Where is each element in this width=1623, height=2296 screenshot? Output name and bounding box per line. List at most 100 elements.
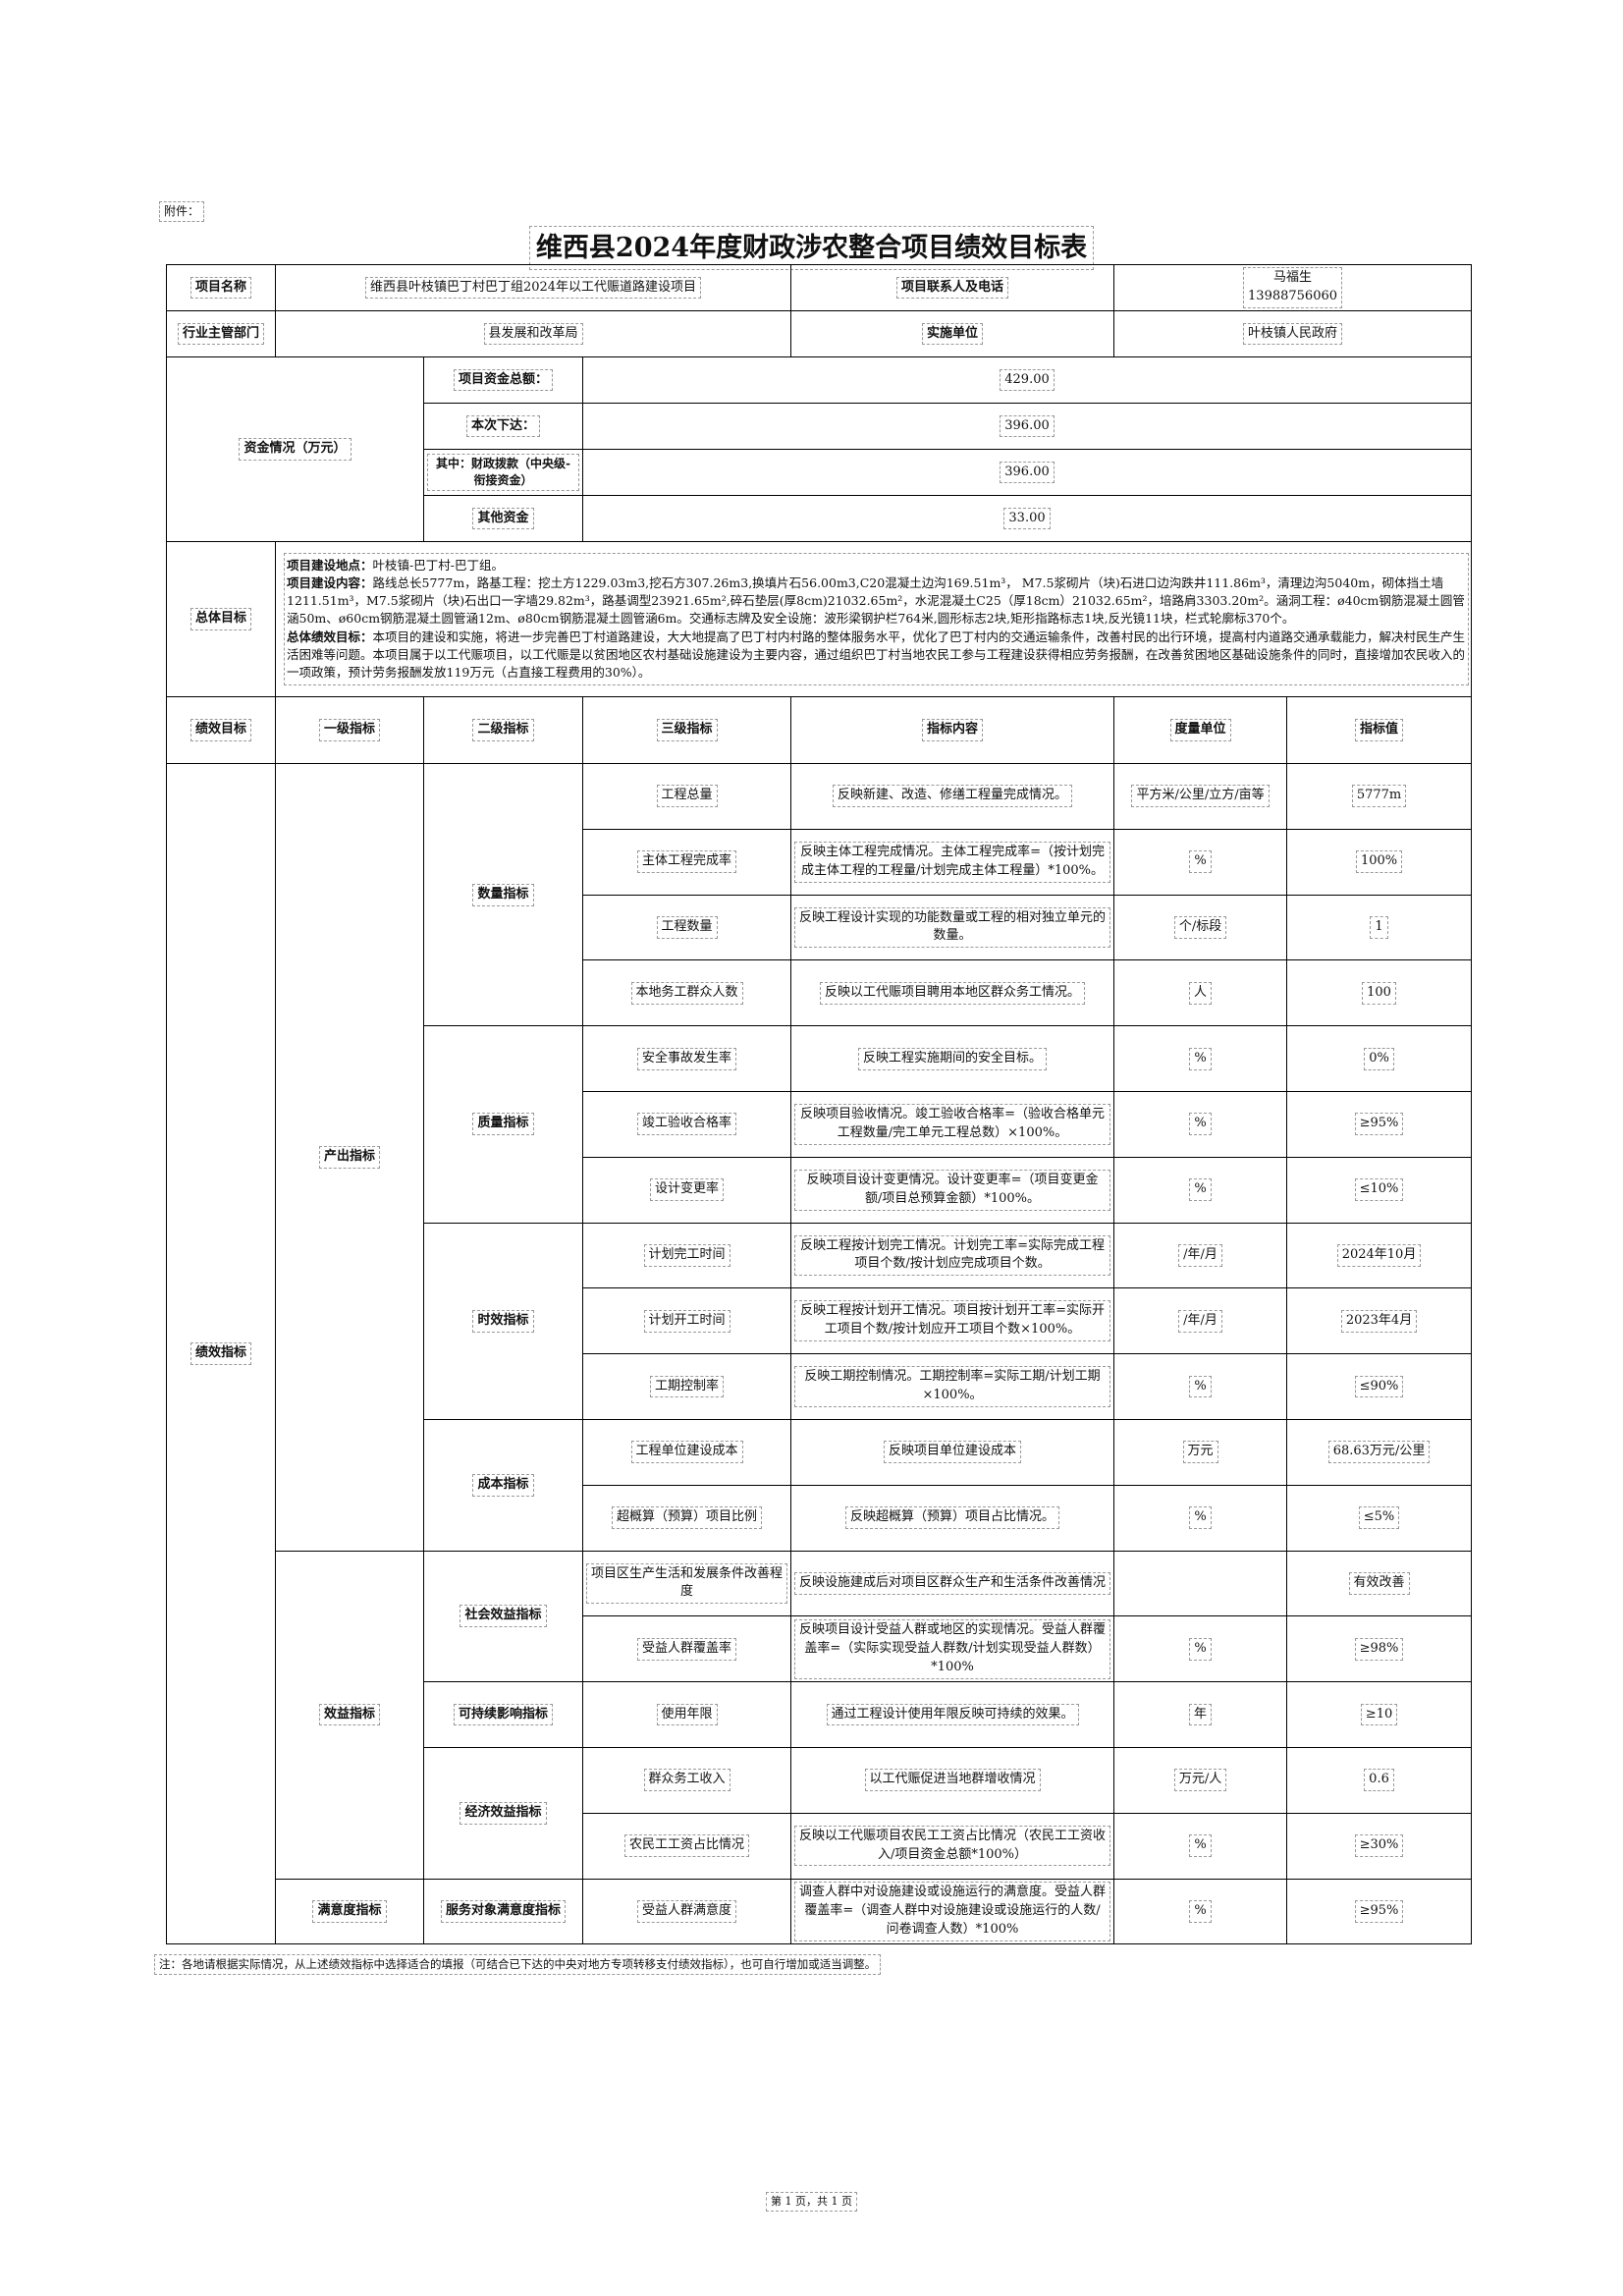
indicator-row: 工程数量 反映工程设计实现的功能数量或工程的相对独立单元的数量。 个/标段 1 (167, 894, 1473, 961)
indicator-value: 0% (1286, 1025, 1473, 1092)
indicator-unit: % (1113, 1156, 1288, 1224)
indicator-content: 以工代赈促进当地群增收情况 (790, 1746, 1115, 1814)
indicator-row: 农民工工资占比情况 反映以工代赈项目农民工工资占比情况（农民工工资收入/项目资金总… (167, 1812, 1473, 1880)
indicator-content: 通过工程设计使用年限反映可持续的效果。 (790, 1681, 1115, 1748)
attachment-label: 附件： (159, 201, 205, 223)
indicator-value: ≤90% (1286, 1353, 1473, 1420)
level3-indicator: 受益人群满意度 (581, 1878, 792, 1945)
funds-other-label: 其他资金 (423, 495, 583, 542)
funds-total-label: 项目资金总额： (423, 356, 583, 404)
indicator-content: 反映项目设计变更情况。设计变更率=（项目变更金额/项目总预算金额）*100%。 (790, 1156, 1115, 1224)
indicator-content: 反映以工代赈项目聘用本地区群众务工情况。 (790, 959, 1115, 1027)
indicator-value: ≥10 (1286, 1681, 1473, 1748)
indicator-content: 反映超概算（预算）项目占比情况。 (790, 1484, 1115, 1552)
level3-indicator: 主体工程完成率 (581, 828, 792, 896)
indicator-value: ≤10% (1286, 1156, 1473, 1224)
indicator-content: 调查人群中对设施建设或设施运行的满意度。受益人群覆盖率=（调查人群中对设施建设或… (790, 1878, 1115, 1945)
column-header: 指标内容 (790, 696, 1115, 764)
header-row: 绩效目标 一级指标 二级指标 三级指标 指标内容 度量单位 指标值 (166, 696, 1473, 764)
column-header: 一级指标 (275, 696, 424, 764)
dept-row: 行业主管部门 县发展和改革局 实施单位 叶枝镇人民政府 (166, 310, 1473, 357)
indicator-row: 受益人群覆盖率 反映项目设计受益人群或地区的实现情况。受益人群覆盖率=（实际实现受… (167, 1615, 1473, 1683)
footnote: 注：各地请根据实际情况，从上述绩效指标中选择适合的填报（可结合已下达的中央对地方… (154, 1954, 882, 1975)
indicator-row: 质量指标 安全事故发生率 反映工程实施期间的安全目标。% 0% (167, 1025, 1473, 1224)
indicator-content: 反映项目验收情况。竣工验收合格率=（验收合格单元工程数量/完工单元工程总数）×1… (790, 1090, 1115, 1158)
indicator-unit: % (1113, 1090, 1288, 1158)
indicator-unit: % (1113, 1353, 1288, 1420)
indicator-content: 反映工程实施期间的安全目标。 (790, 1025, 1115, 1092)
level2-indicator: 社会效益指标 (423, 1550, 583, 1683)
level3-indicator: 受益人群覆盖率 (581, 1615, 792, 1683)
level2-indicator: 质量指标 (423, 1025, 583, 1224)
funds-row: 其他资金 33.00 (167, 495, 1473, 542)
level3-indicator: 项目区生产生活和发展条件改善程度 (581, 1550, 792, 1617)
indicator-unit (1113, 1550, 1288, 1617)
goal-text: 项目建设地点：叶枝镇-巴丁村-巴丁组。 项目建设内容：路线总长5777m，路基工… (274, 541, 1473, 697)
indicator-unit: /年/月 (1113, 1287, 1288, 1355)
indicator-content: 反映项目设计受益人群或地区的实现情况。受益人群覆盖率=（实际实现受益人群数/计划… (790, 1615, 1115, 1683)
funds-other-value: 33.00 (581, 495, 1473, 542)
level2-indicator: 经济效益指标 (423, 1746, 583, 1880)
indicator-unit: % (1113, 1812, 1288, 1880)
indicator-row: 时效指标 计划完工时间 反映工程按计划完工情况。计划完工率=实际完成工程项目个数/按… (167, 1222, 1473, 1420)
indicator-row: 效益指标 社会效益指标 项目区生产生活和发展条件改善程度 反映设施建成后对项目区群众生… (167, 1550, 1473, 1880)
contact-label: 项目联系人及电话 (790, 264, 1115, 311)
indicator-unit: % (1113, 1025, 1288, 1092)
indicator-unit: 年 (1113, 1681, 1288, 1748)
column-header: 指标值 (1286, 696, 1473, 764)
indicator-row: 绩效指标 产出指标 数量指标 工程总量 反映新建、改造、修缮工程量完成情况。 平方米/公里… (166, 762, 1473, 1945)
indicator-unit: % (1113, 1878, 1288, 1945)
indicator-content: 反映工期控制情况。工期控制率=实际工期/计划工期×100%。 (790, 1353, 1115, 1420)
dept-label: 行业主管部门 (166, 310, 276, 357)
indicator-unit: % (1113, 1484, 1288, 1552)
indicator-row: 超概算（预算）项目比例 反映超概算（预算）项目占比情况。% ≤5% (167, 1484, 1473, 1552)
funds-issued-label: 本次下达： (423, 403, 583, 450)
indicator-value: 100% (1286, 828, 1473, 896)
contact-value: 马福生 13988756060 (1113, 264, 1473, 311)
indicator-unit: 人 (1113, 959, 1288, 1027)
indicator-content: 反映设施建成后对项目区群众生产和生活条件改善情况 (790, 1550, 1115, 1617)
level3-indicator: 安全事故发生率 (581, 1025, 792, 1092)
level1-indicator: 产出指标 (275, 763, 424, 1552)
indicator-content: 反映工程按计划开工情况。项目按计划开工率=实际开工项目个数/按计划应开工项目个数… (790, 1287, 1115, 1355)
indicator-content: 反映工程设计实现的功能数量或工程的相对独立单元的数量。 (790, 894, 1115, 961)
indicator-value: 2024年10月 (1286, 1222, 1473, 1289)
level1-indicator: 满意度指标 (275, 1878, 424, 1945)
page-number: 第 1 页，共 1 页 (0, 2192, 1623, 2212)
funds-fiscal-label: 其中：财政拨款（中央级-衔接资金） (423, 449, 583, 496)
indicator-unit: % (1113, 828, 1288, 896)
level3-indicator: 超概算（预算）项目比例 (581, 1484, 792, 1552)
indicator-content: 反映工程按计划完工情况。计划完工率=实际完成工程项目个数/按计划应完成项目个数。 (790, 1222, 1115, 1289)
indicator-value: 68.63万元/公里 (1286, 1418, 1473, 1486)
level1-indicator: 效益指标 (275, 1550, 424, 1880)
level3-indicator: 设计变更率 (581, 1156, 792, 1224)
indicator-row: 经济效益指标 群众务工收入 以工代赈促进当地群增收情况 万元/人 0.6 (167, 1746, 1473, 1880)
indicator-unit: 个/标段 (1113, 894, 1288, 961)
indicator-unit: % (1113, 1615, 1288, 1683)
indicator-content: 反映项目单位建设成本 (790, 1418, 1115, 1486)
goal-row: 总体目标 项目建设地点：叶枝镇-巴丁村-巴丁组。 项目建设内容：路线总长5777… (166, 541, 1473, 697)
indicator-value: ≥95% (1286, 1878, 1473, 1945)
indicator-value: ≤5% (1286, 1484, 1473, 1552)
impl-value: 叶枝镇人民政府 (1113, 310, 1473, 357)
indicator-content: 反映以工代赈项目农民工工资占比情况（农民工工资收入/项目资金总额*100%） (790, 1812, 1115, 1880)
indicator-row: 设计变更率 反映项目设计变更情况。设计变更率=（项目变更金额/项目总预算金额）*1… (167, 1156, 1473, 1224)
indicator-value: 100 (1286, 959, 1473, 1027)
project-name-label: 项目名称 (166, 264, 276, 311)
indicator-value: 5777m (1286, 763, 1473, 830)
project-name-value: 维西县叶枝镇巴丁村巴丁组2024年以工代赈道路建设项目 (274, 264, 792, 311)
funds-issued-value: 396.00 (581, 403, 1473, 450)
column-header: 三级指标 (581, 696, 792, 764)
column-header: 度量单位 (1113, 696, 1288, 764)
indicator-content: 反映新建、改造、修缮工程量完成情况。 (790, 763, 1115, 830)
level3-indicator: 工期控制率 (581, 1353, 792, 1420)
indicator-row: 成本指标 工程单位建设成本 反映项目单位建设成本 万元 68.63万元/公里 (167, 1418, 1473, 1552)
indicator-value: 0.6 (1286, 1746, 1473, 1814)
funds-label: 资金情况（万元） (166, 356, 424, 542)
performance-table: 项目名称 维西县叶枝镇巴丁村巴丁组2024年以工代赈道路建设项目 项目联系人及电… (166, 264, 1473, 1945)
level2-indicator: 可持续影响指标 (423, 1681, 583, 1748)
level3-indicator: 使用年限 (581, 1681, 792, 1748)
level3-indicator: 本地务工群众人数 (581, 959, 792, 1027)
level3-indicator: 计划开工时间 (581, 1287, 792, 1355)
funds-row: 资金情况（万元） 项目资金总额： 429.00 (166, 356, 1473, 542)
